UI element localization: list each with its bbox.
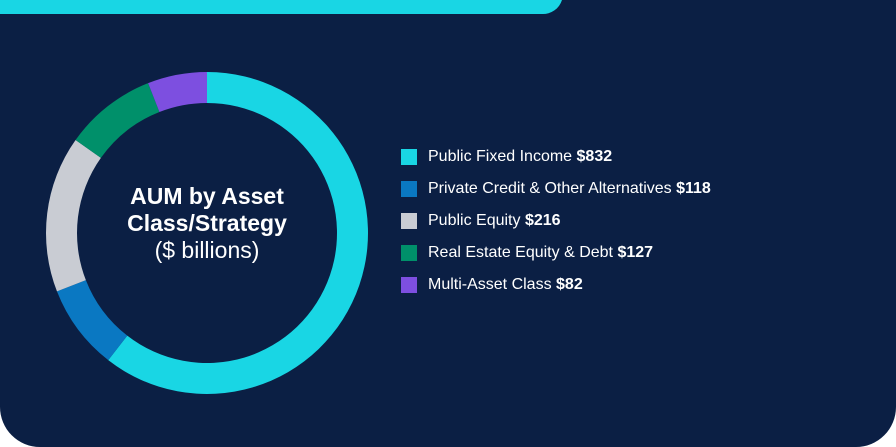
legend-value: $127 — [617, 244, 653, 261]
legend-label: Real Estate Equity & Debt — [428, 244, 614, 261]
donut-segment — [75, 83, 160, 158]
legend-label: Public Fixed Income — [428, 148, 572, 165]
legend-swatch — [401, 149, 417, 165]
legend-entry: Multi-Asset Class $82 — [428, 276, 583, 293]
legend-entry: Real Estate Equity & Debt $127 — [428, 244, 653, 261]
donut-segment — [56, 280, 128, 361]
legend-label: Multi-Asset Class — [428, 276, 552, 293]
chart-title: AUM by Asset Class/Strategy — [127, 183, 287, 236]
legend-value: $216 — [525, 212, 561, 229]
legend-value: $832 — [577, 148, 613, 165]
legend-swatch — [401, 277, 417, 293]
donut-segment — [148, 72, 207, 113]
legend-value: $118 — [676, 180, 711, 197]
chart-subtitle: ($ billions) — [154, 237, 260, 263]
legend-swatch — [401, 245, 417, 261]
legend-value: $82 — [556, 276, 583, 293]
legend-entry: Public Equity $216 — [428, 212, 561, 229]
center-label: AUM by Asset Class/Strategy ($ billions) — [97, 183, 317, 264]
legend-entry: Public Fixed Income $832 — [428, 148, 612, 165]
donut-segment — [108, 72, 368, 394]
legend-swatch — [401, 181, 417, 197]
donut-segment — [45, 140, 101, 292]
legend-swatch — [401, 213, 417, 229]
top-band — [0, 0, 562, 15]
legend-label: Public Equity — [428, 212, 521, 229]
legend-entry: Private Credit & Other Alternatives $118 — [428, 180, 711, 197]
legend-label: Private Credit & Other Alternatives — [428, 180, 672, 197]
